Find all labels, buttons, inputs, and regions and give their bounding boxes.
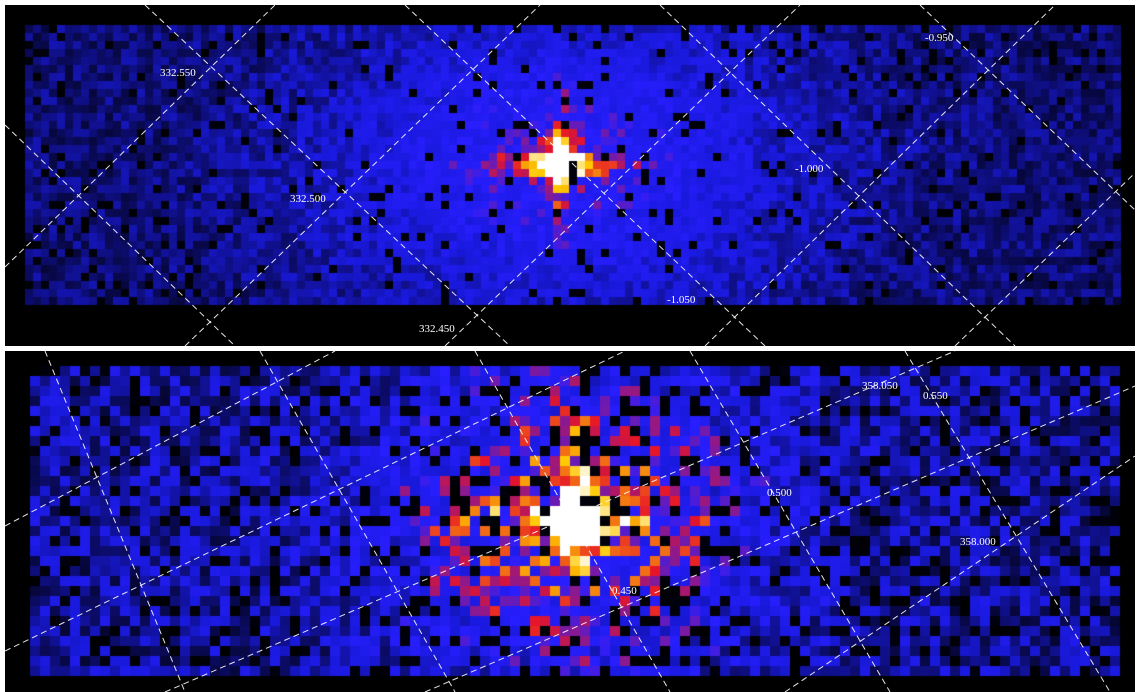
l-label: 358.000: [960, 536, 996, 548]
grid-line: [954, 172, 1135, 346]
grid-line: [704, 5, 1056, 346]
image-panel-bottom: 358.050 358.000 0.550 0.500 0.450: [5, 351, 1135, 692]
grid-line: [404, 5, 766, 346]
l-label: 358.050: [862, 380, 898, 392]
grid-line: [474, 351, 671, 692]
grid-line: [424, 385, 1135, 692]
ra-label: 332.500: [290, 193, 326, 205]
grid-line: [259, 351, 456, 692]
dec-label: -0.950: [925, 32, 954, 44]
grid-line: [164, 351, 956, 692]
grid-line: [689, 351, 891, 692]
grid-line: [5, 5, 276, 268]
ra-label: 332.450: [419, 323, 455, 335]
grid-line: [5, 124, 236, 346]
grid-line: [44, 351, 186, 692]
grid-line: [5, 351, 336, 527]
xray-image-top: [5, 5, 1135, 346]
grid-line: [659, 5, 1016, 346]
dec-label: -1.050: [667, 294, 696, 306]
dec-label: -1.000: [795, 163, 824, 175]
xray-image-bottom: [5, 351, 1135, 692]
grid-line: [184, 5, 541, 346]
b-label: 0.550: [923, 390, 948, 402]
ra-label: 332.550: [160, 67, 196, 79]
grid-line: [5, 351, 626, 652]
b-label: 0.500: [767, 487, 792, 499]
grid-line: [904, 351, 1111, 692]
coordinate-grid-top: [5, 5, 1135, 346]
image-panel-top: 332.550 332.500 332.450 -0.950 -1.000 -1…: [5, 5, 1135, 346]
grid-line: [444, 5, 801, 346]
grid-line: [784, 455, 1135, 692]
grid-line: [144, 5, 511, 346]
coordinate-grid-bottom: [5, 351, 1135, 692]
b-label: 0.450: [612, 585, 637, 597]
